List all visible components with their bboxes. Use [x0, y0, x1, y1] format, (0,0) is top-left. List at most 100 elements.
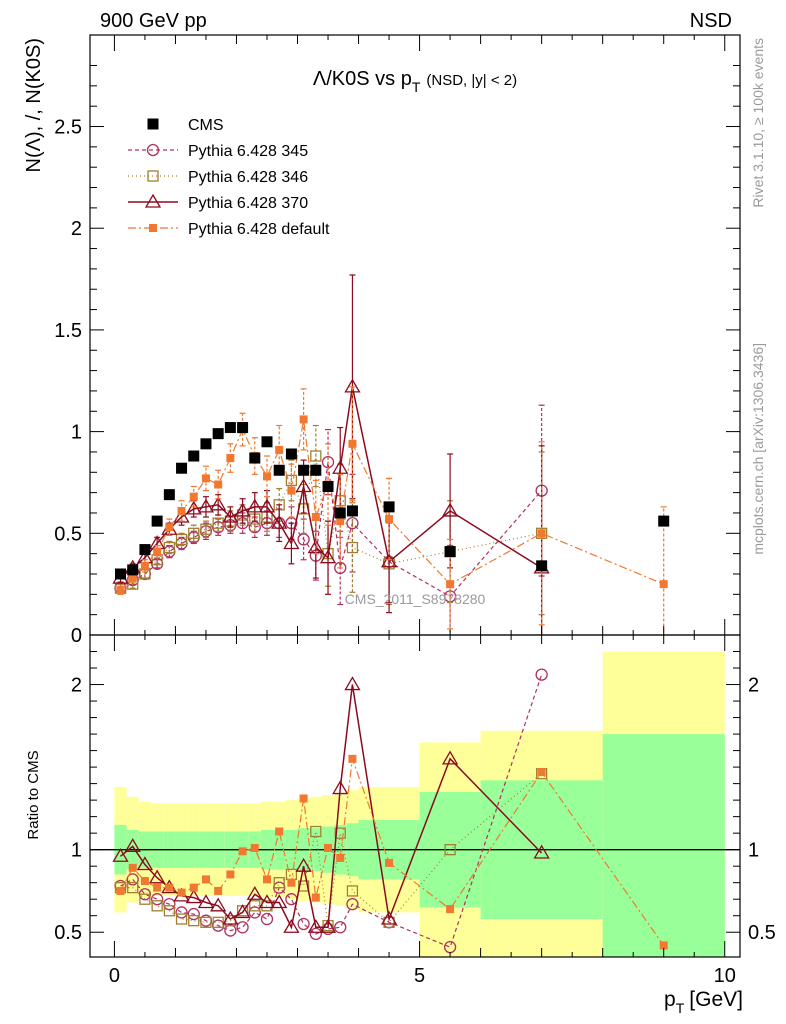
bot-point-p370 [185, 889, 202, 904]
top-point-pdef [385, 515, 394, 524]
top-point-p370 [173, 508, 190, 523]
bot-point-p345 [309, 927, 322, 941]
legend-label-pdef: Pythia 6.428 default [188, 221, 330, 238]
bot-point-p370 [283, 918, 300, 933]
top-point-pdef [537, 529, 546, 538]
bot-point-p346 [346, 885, 359, 897]
top-point-cms [383, 501, 395, 513]
bot-point-pdef [201, 875, 210, 884]
top-point-p370 [246, 498, 263, 513]
bot-point-p370 [246, 885, 263, 900]
bot-point-p345 [236, 921, 249, 934]
top-point-p370 [210, 496, 227, 511]
top-point-p370 [234, 502, 251, 517]
top-point-cms [139, 544, 151, 556]
top-point-p370 [332, 459, 349, 474]
top-point-pdef [287, 486, 296, 495]
bot-point-p346 [151, 900, 163, 912]
bot-point-p370 [307, 918, 324, 933]
bot-point-p345 [535, 668, 548, 681]
top-point-cms [285, 448, 297, 460]
bot-point-p346 [310, 825, 322, 838]
top-point-pdef [299, 415, 308, 424]
bot-point-p346 [163, 905, 175, 917]
legend-label-p345: Pythia 6.428 345 [188, 143, 308, 160]
top-point-pdef [116, 586, 125, 595]
bot-point-p370 [533, 844, 550, 859]
legend-marker-p345 [146, 143, 160, 157]
top-point-p370 [271, 514, 288, 529]
bot-point-p345 [346, 898, 359, 911]
top-point-p345 [248, 521, 261, 534]
ratio-y-tick-label: 2 [71, 675, 82, 697]
bot-point-pdef [226, 870, 235, 879]
bot-point-p346 [297, 880, 310, 892]
bot-point-p370 [136, 856, 154, 871]
top-line-p345 [120, 462, 543, 598]
bot-point-p345 [175, 906, 188, 919]
top-point-p345 [346, 516, 359, 530]
y-axis-label: N(Λ), /, N(K0S) [23, 38, 45, 172]
watermark: CMS_2011_S8978280 [345, 591, 486, 607]
bot-point-pdef [238, 847, 247, 856]
bot-point-pdef [165, 883, 174, 892]
top-point-cms [127, 564, 139, 576]
bot-point-p346 [273, 877, 285, 889]
top-point-p370 [344, 378, 361, 393]
top-point-cms [298, 464, 310, 476]
bot-point-pdef [153, 883, 162, 892]
bottom-panel: 0.5 0.5 1 1 2 2 0 5 10 Ratio to CMS pT [GeV] [25, 634, 776, 1016]
bot-point-pdef [336, 853, 345, 862]
bot-point-p370 [149, 869, 166, 884]
bot-point-pdef [446, 905, 455, 914]
bot-point-pdef [537, 768, 546, 777]
legend-marker-cms [147, 118, 159, 130]
legend-marker-pdef [149, 224, 157, 232]
y-tick-label: 0 [71, 625, 82, 647]
bot-point-p346 [175, 913, 188, 925]
bot-point-p346 [261, 900, 273, 912]
bot-point-p370 [332, 780, 349, 795]
top-point-cms [200, 438, 212, 450]
top-point-cms [658, 515, 670, 527]
bot-point-p370 [234, 904, 251, 919]
top-point-pdef [336, 517, 345, 526]
bot-point-p346 [139, 893, 151, 905]
bot-point-pdef [189, 883, 198, 892]
bot-point-p346 [249, 900, 261, 912]
bot-point-pdef [299, 794, 308, 803]
bot-point-p370 [210, 897, 227, 912]
top-point-pdef [165, 523, 174, 532]
legend-label-p370: Pythia 6.428 370 [188, 195, 308, 212]
top-point-pdef [153, 547, 162, 556]
bot-point-p370 [271, 894, 288, 909]
bot-point-p345 [248, 906, 261, 919]
legend-label-p346: Pythia 6.428 346 [188, 169, 308, 186]
y-tick-label: 0.5 [54, 523, 82, 545]
bot-point-p370 [112, 847, 129, 862]
bot-point-p370 [295, 857, 312, 872]
top-point-cms [188, 450, 200, 462]
x-tick-label: 0 [109, 965, 120, 987]
top-panel: 0 0.5 1 1.5 2 2.5 Λ/K0S vs pT (NSD, |y| < 2) C… [23, 34, 741, 647]
y-tick-label: 2 [71, 218, 82, 240]
bot-point-pdef [659, 941, 668, 950]
top-point-p370 [185, 500, 202, 515]
top-point-pdef [128, 574, 137, 583]
top-point-pdef [262, 472, 271, 481]
top-point-p346 [200, 523, 212, 535]
top-point-p370 [197, 498, 215, 513]
bot-point-p345 [126, 873, 139, 886]
bot-point-p346 [334, 827, 346, 839]
ratio-y-tick-label: 1 [748, 840, 759, 862]
top-point-pdef [140, 561, 149, 570]
ratio-y-tick-label: 2 [748, 675, 759, 697]
top-point-p370 [380, 553, 398, 568]
bot-point-pdef [250, 844, 259, 853]
top-point-p346 [175, 533, 188, 546]
top-point-pdef [177, 506, 186, 515]
bot-point-p346 [200, 916, 212, 928]
top-point-cms [151, 515, 163, 527]
top-point-cms [310, 464, 322, 476]
bot-point-p346 [212, 916, 224, 928]
